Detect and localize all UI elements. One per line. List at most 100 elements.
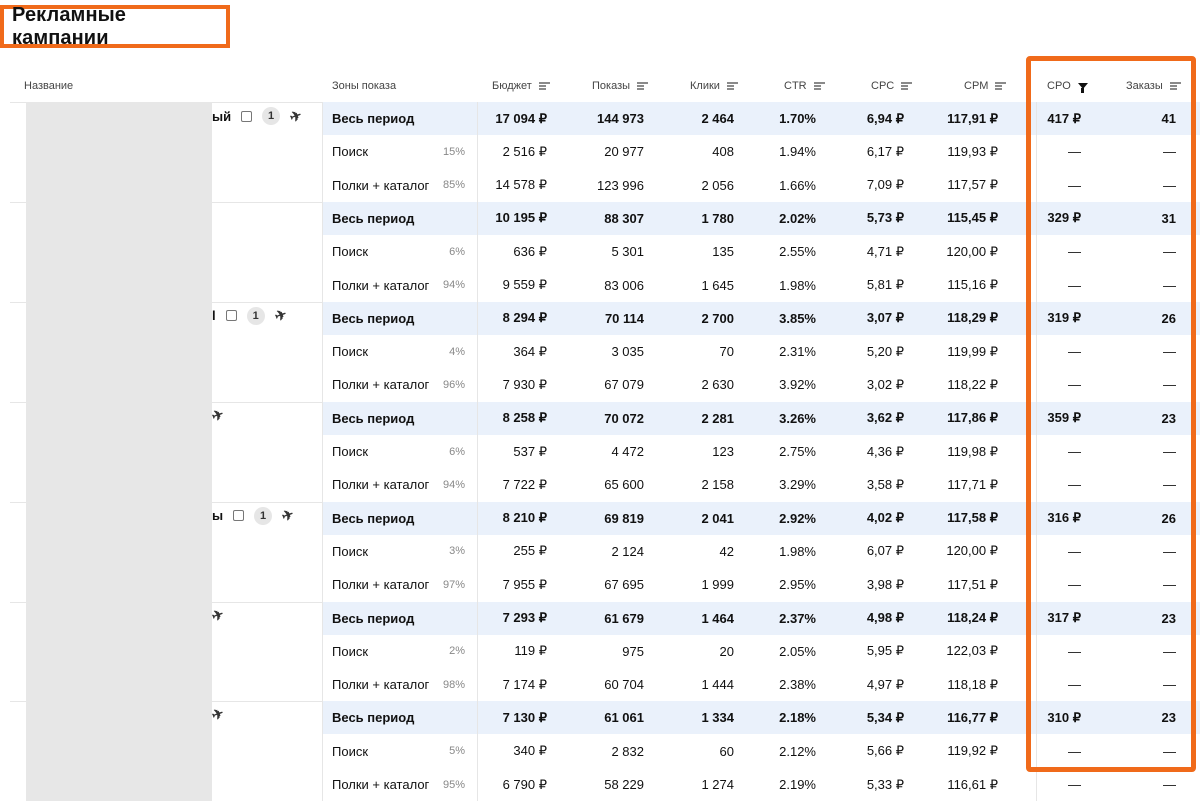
cell-cpc: 5,33 ₽ [866, 776, 904, 792]
cell-cpo: — [1068, 577, 1081, 593]
cell-impressions: 5 301 [611, 244, 644, 260]
cell-budget: 7 130 ₽ [502, 709, 547, 725]
sort-icon[interactable] [538, 82, 550, 90]
cell-clicks: 1 444 [701, 677, 734, 693]
header-name[interactable]: Название [24, 80, 73, 92]
redacted-campaign-names [26, 102, 212, 801]
external-link-icon[interactable] [241, 110, 253, 122]
cell-budget: 364 ₽ [513, 343, 547, 359]
cell-impressions: 61 061 [604, 710, 644, 726]
campaign-name-fragment[interactable]: ✈ [209, 405, 225, 424]
cell-cpm: 116,77 ₽ [947, 709, 998, 725]
cell-orders: 26 [1161, 510, 1176, 526]
zone-label: Поиск [332, 144, 369, 160]
sort-icon[interactable] [995, 82, 1007, 90]
zone-share: 94% [442, 279, 465, 291]
cell-clicks: 2 281 [701, 410, 734, 426]
cell-cpc: 4,02 ₽ [866, 510, 904, 526]
zone-share: 6% [449, 245, 465, 258]
cell-impressions: 88 307 [604, 210, 644, 226]
zone-share: 6% [449, 445, 465, 458]
sort-icon[interactable] [1169, 82, 1181, 90]
campaign-name-fragment[interactable]: ый 1 ✈ [212, 106, 304, 125]
zone-share: 98% [442, 678, 465, 691]
sort-icon[interactable] [901, 82, 913, 90]
header-zones[interactable]: Зоны показа [332, 80, 396, 92]
cell-cpm: 119,93 ₽ [947, 143, 998, 159]
cell-cpo: — [1068, 743, 1081, 759]
zone-share: 97% [442, 578, 465, 591]
zone-label: Поиск [332, 344, 369, 360]
campaign-name-fragment[interactable]: ✈ [209, 605, 225, 624]
count-badge: 1 [254, 506, 273, 525]
filter-icon[interactable] [1077, 83, 1088, 93]
zone-label: Поиск [332, 543, 369, 559]
zone-label: Поиск [332, 743, 369, 759]
cell-budget: 10 195 ₽ [495, 210, 547, 226]
cell-cpm: 122,03 ₽ [946, 643, 998, 659]
zone-share: 15% [442, 145, 465, 158]
sort-icon[interactable] [813, 82, 825, 90]
cell-clicks: 70 [719, 344, 734, 360]
zone-share: 3% [449, 545, 465, 558]
cell-impressions: 3 035 [611, 344, 644, 360]
header-ctr-label: CTR [784, 80, 807, 92]
cell-budget: 636 ₽ [513, 243, 547, 259]
column-divider [1036, 102, 1037, 801]
cell-cpm: 115,45 ₽ [947, 210, 998, 226]
cell-budget: 9 559 ₽ [502, 277, 547, 292]
header-zones-label: Зоны показа [332, 80, 397, 92]
zone-label: Весь период [332, 310, 415, 326]
header-budget[interactable]: Бюджет [492, 80, 550, 92]
campaign-name-fragment[interactable]: ✈ [209, 705, 225, 724]
campaign-name-fragment[interactable]: ы 1 ✈ [212, 506, 296, 525]
cell-orders: — [1163, 144, 1176, 160]
header-cpc[interactable]: CPC [871, 80, 913, 92]
zone-label: Полки + каталог [332, 377, 430, 393]
zone-share: 5% [449, 745, 465, 758]
zone-label: Поиск [332, 244, 369, 260]
header-ctr[interactable]: CTR [784, 80, 825, 92]
cell-orders: — [1163, 643, 1176, 659]
cell-clicks: 1 334 [701, 710, 734, 726]
cell-budget: 8 258 ₽ [502, 410, 547, 426]
zone-row: Полки + каталог 85% 14 578 ₽ 123 996 2 056 1.… [322, 169, 1200, 202]
cell-cpo: — [1068, 344, 1081, 360]
cell-cpc: 3,98 ₽ [866, 576, 904, 592]
cell-cpm: 117,91 ₽ [947, 110, 998, 126]
cell-impressions: 4 472 [611, 444, 644, 459]
cell-cpc: 5,34 ₽ [866, 709, 904, 725]
cell-clicks: 123 [712, 444, 734, 459]
cell-clicks: 2 700 [701, 310, 734, 326]
cell-orders: — [1163, 444, 1176, 459]
cell-ctr: 2.02% [779, 210, 816, 226]
header-cpm[interactable]: CPM [964, 80, 1007, 92]
sort-icon[interactable] [726, 82, 738, 90]
cell-clicks: 1 999 [701, 577, 734, 593]
sort-icon[interactable] [637, 82, 649, 90]
external-link-icon[interactable] [225, 310, 237, 322]
cell-cpc: 5,81 ₽ [866, 277, 904, 292]
header-cpo[interactable]: CPO [1047, 80, 1088, 93]
cell-ctr: 2.12% [779, 743, 816, 759]
external-link-icon[interactable] [233, 510, 245, 522]
header-cpo-label: CPO [1047, 80, 1071, 92]
cell-impressions: 70 072 [604, 410, 644, 426]
zone-row: Поиск 6% 537 ₽ 4 472 123 2.75% 4,36 ₽ 119,98 ₽ —… [322, 435, 1200, 468]
zone-row: Поиск 5% 340 ₽ 2 832 60 2.12% 5,66 ₽ 119,92 ₽ — — [322, 735, 1200, 768]
cell-budget: 6 790 ₽ [502, 776, 547, 792]
cell-clicks: 20 [719, 643, 734, 659]
zone-label: Весь период [332, 610, 415, 626]
cell-ctr: 2.75% [779, 444, 816, 459]
zone-label: Поиск [332, 643, 369, 659]
zone-row: Полки + каталог 94% 9 559 ₽ 83 006 1 645 1.98… [322, 269, 1200, 302]
cell-cpo: — [1068, 377, 1081, 393]
header-orders[interactable]: Заказы [1126, 80, 1181, 92]
cell-budget: 340 ₽ [513, 743, 547, 759]
cell-cpc: 3,58 ₽ [866, 476, 904, 492]
cell-orders: — [1163, 743, 1176, 759]
cell-orders: 23 [1161, 710, 1176, 726]
campaign-name-fragment[interactable]: l 1 ✈ [212, 306, 289, 325]
header-clicks[interactable]: Клики [690, 80, 738, 92]
header-impressions[interactable]: Показы [592, 80, 649, 92]
